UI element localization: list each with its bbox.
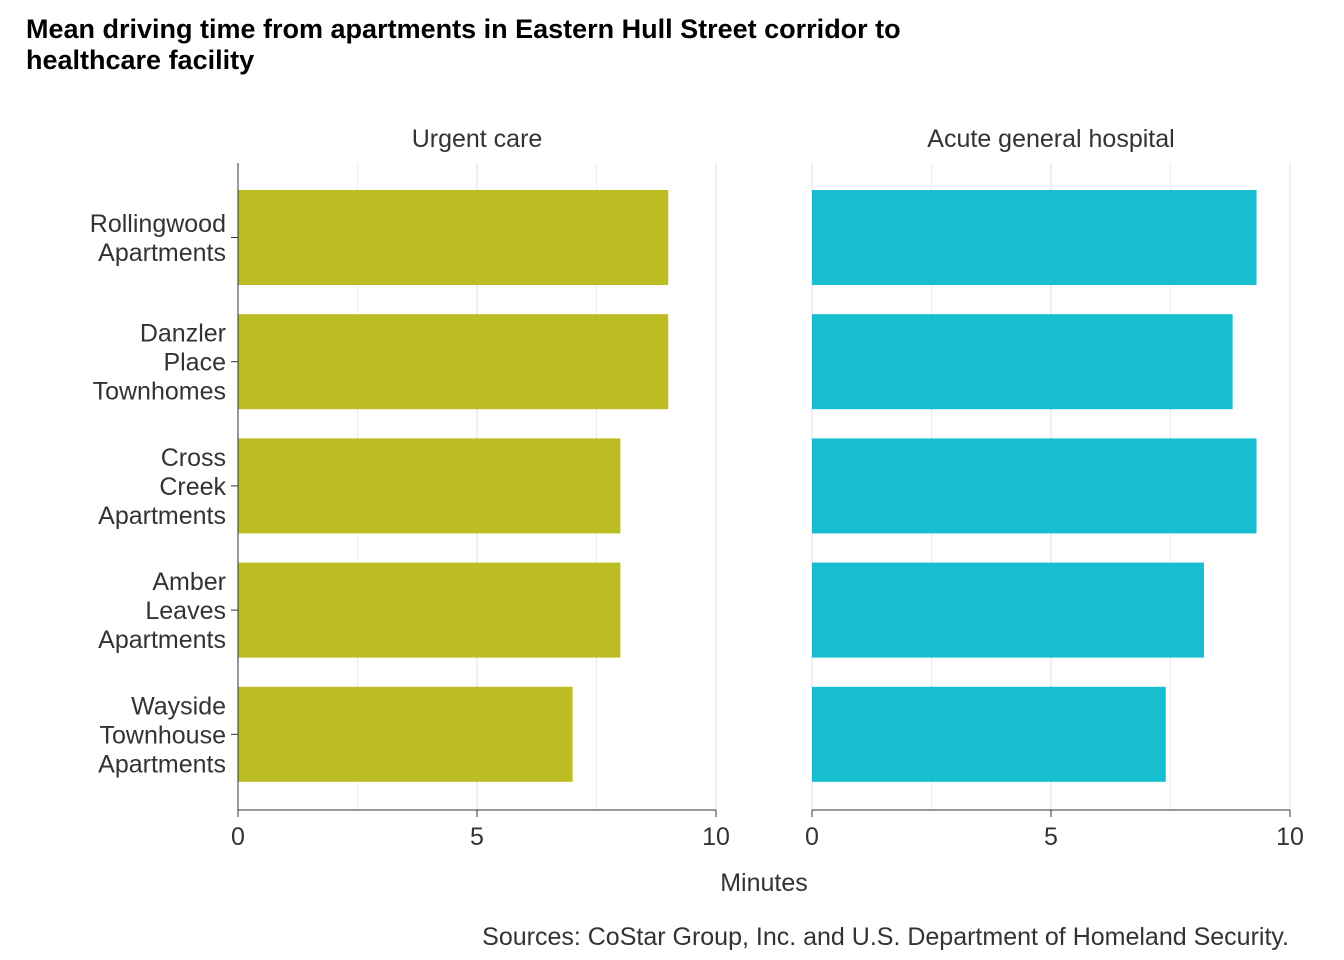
bar-acute-hospital — [812, 562, 1204, 658]
category-label: Amber Leaves Apartments — [98, 568, 226, 654]
panel-title: Acute general hospital — [927, 125, 1174, 153]
category-label-line: Townhomes — [93, 378, 226, 406]
bar-acute-hospital — [812, 438, 1257, 534]
x-tick-label: 10 — [702, 823, 730, 851]
category-label: Danzler Place Townhomes — [93, 320, 226, 406]
bar-urgent-care — [238, 562, 621, 658]
category-label-line: Danzler — [140, 320, 226, 348]
x-tick-label: 0 — [231, 823, 245, 851]
category-label-line: Place — [163, 349, 226, 377]
x-tick-label: 5 — [470, 823, 484, 851]
x-tick-label: 0 — [805, 823, 819, 851]
category-label-line: Apartments — [98, 502, 226, 530]
chart-caption: Sources: CoStar Group, Inc. and U.S. Dep… — [482, 923, 1289, 951]
category-label-line: Wayside — [131, 692, 226, 720]
category-label-line: Apartments — [98, 626, 226, 654]
bar-acute-hospital — [812, 190, 1257, 285]
category-label-line: Townhouse — [100, 721, 226, 749]
x-tick-label: 10 — [1276, 823, 1304, 851]
bar-urgent-care — [238, 314, 669, 410]
bar-acute-hospital — [812, 314, 1233, 410]
panel-title: Urgent care — [412, 125, 543, 153]
bar-urgent-care — [238, 190, 669, 285]
category-label-line: Rollingwood — [90, 210, 226, 238]
category-label-line: Creek — [159, 473, 226, 501]
bar-acute-hospital — [812, 686, 1166, 782]
category-label-line: Leaves — [145, 597, 226, 625]
category-label-line: Cross — [161, 444, 226, 472]
bar-urgent-care — [238, 438, 621, 534]
category-label: Cross Creek Apartments — [98, 444, 226, 530]
category-label: Rollingwood Apartments — [90, 210, 226, 267]
category-label: Wayside Townhouse Apartments — [98, 692, 226, 778]
category-label-line: Amber — [152, 568, 226, 596]
category-label-line: Apartments — [98, 750, 226, 778]
category-label-line: Apartments — [98, 239, 226, 267]
bar-urgent-care — [238, 686, 573, 782]
x-tick-label: 5 — [1044, 823, 1058, 851]
x-axis-title: Minutes — [720, 869, 808, 897]
chart-title: Mean driving time from apartments in Eas… — [26, 14, 901, 75]
